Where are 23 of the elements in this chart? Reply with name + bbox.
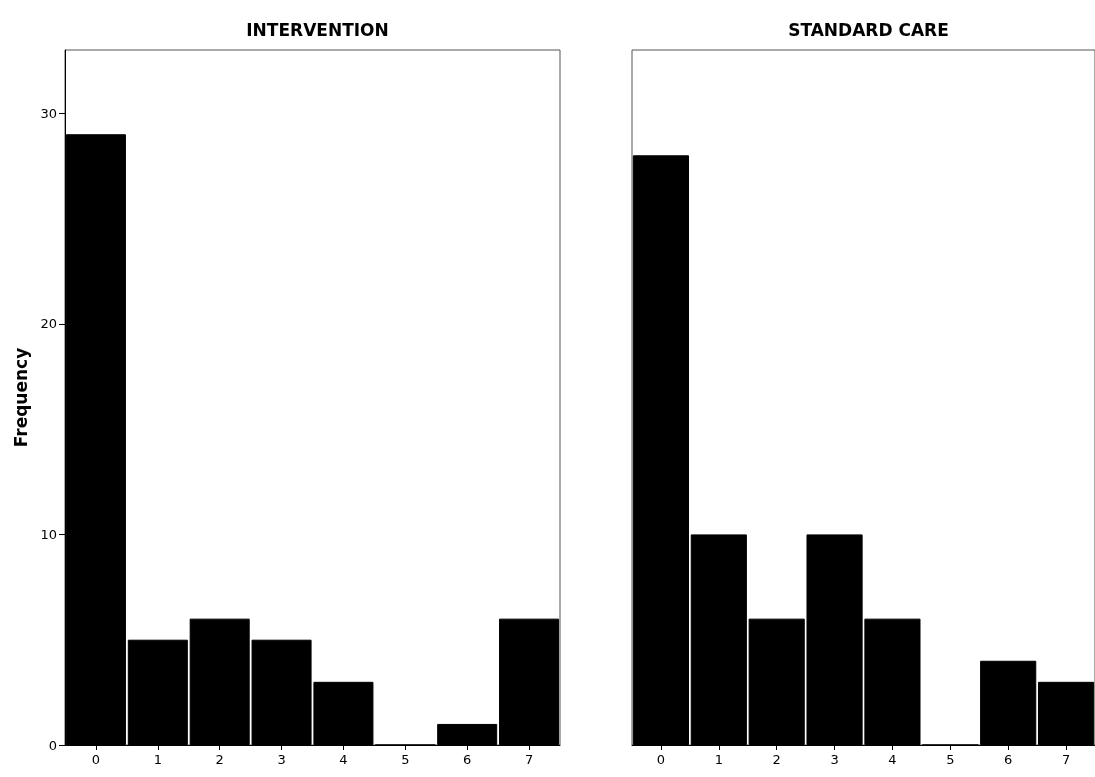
chart-title: INTERVENTION [246, 19, 389, 40]
x-tick-label: 7 [1061, 752, 1071, 767]
y-tick-label: 10 [40, 526, 57, 542]
y-tick-label: 20 [40, 316, 57, 332]
x-tick-label: 1 [153, 752, 162, 767]
x-tick-label: 0 [656, 752, 666, 767]
x-tick-label: 2 [215, 752, 224, 767]
x-tick-label: 7 [524, 752, 534, 767]
chart-title: STANDARD CARE [788, 19, 949, 40]
x-tick-label: 6 [1004, 752, 1013, 767]
x-tick-label: 4 [888, 752, 897, 767]
x-tick-label: 1 [714, 752, 723, 767]
x-tick-label: 5 [401, 752, 410, 767]
x-tick-label: 4 [339, 752, 348, 767]
y-axis-title: Frequency [11, 347, 32, 448]
x-tick-label: 0 [91, 752, 101, 767]
y-tick-label: 30 [40, 105, 57, 121]
y-tick-label: 0 [48, 737, 57, 753]
x-tick-label: 5 [946, 752, 955, 767]
x-tick-label: 3 [830, 752, 839, 767]
x-tick-label: 2 [772, 752, 781, 767]
x-tick-label: 6 [463, 752, 472, 767]
x-tick-label: 3 [277, 752, 286, 767]
